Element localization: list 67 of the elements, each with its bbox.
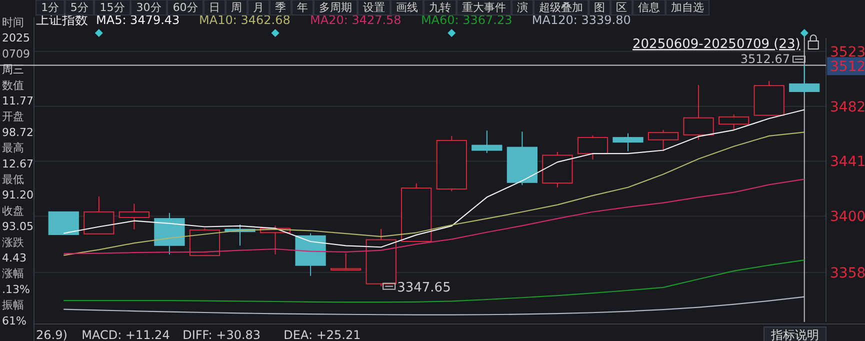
- text: 涨幅: [2, 267, 24, 280]
- text: 61%: [2, 314, 26, 328]
- text: 5分: [70, 1, 88, 14]
- text: 1分: [41, 1, 60, 14]
- text: MA20: 3427.58: [310, 13, 402, 27]
- text: 98.72: [2, 126, 34, 139]
- text: 0709: [2, 47, 30, 60]
- text: 15分: [100, 1, 125, 14]
- line-series: [63, 109, 805, 248]
- text: 26.9): [36, 328, 68, 341]
- text: 月: [253, 1, 264, 14]
- text: MACD: +11.24: [82, 328, 170, 341]
- text: 画线: [396, 1, 418, 14]
- text: 超级叠加: [539, 1, 584, 14]
- text: 93.05: [2, 220, 34, 234]
- line-series: [63, 178, 805, 254]
- text: 演: [517, 1, 528, 14]
- text: 91.20: [2, 188, 34, 202]
- text: 振幅: [2, 298, 24, 312]
- text: 加自选: [671, 1, 704, 14]
- text: 多周期: [319, 1, 352, 14]
- line-series: [63, 260, 805, 303]
- text: 60分: [172, 1, 198, 14]
- text: 数值: [2, 78, 24, 92]
- text: 4.43: [2, 252, 26, 264]
- text: MA60: 3367.23: [420, 13, 512, 27]
- text: 年: [297, 1, 308, 14]
- text: 开盘: [2, 110, 24, 124]
- text: 12.67: [2, 157, 34, 170]
- y-tick-label: 3358: [830, 265, 865, 282]
- text: 涨跌: [2, 236, 24, 249]
- text: MA5: 3479.43: [96, 13, 180, 27]
- y-tick-label: 3523: [830, 44, 865, 60]
- text: 11.77: [2, 94, 34, 108]
- text: 季: [275, 1, 286, 14]
- candlestick: [612, 132, 644, 152]
- text: 最低: [2, 173, 24, 186]
- text: 设置: [363, 1, 386, 14]
- text: MA120: 3339.80: [532, 13, 631, 27]
- text: 2025: [2, 32, 30, 45]
- text: DIFF: +30.83: [182, 328, 261, 341]
- annotation: 3347.65: [397, 280, 451, 296]
- text: MA10: 3462.68: [199, 13, 290, 27]
- text: 30分: [136, 1, 162, 14]
- text: 指标说明: [770, 328, 819, 341]
- text: 重大事件: [462, 1, 506, 14]
- text: 周: [231, 1, 242, 14]
- text: 周三: [2, 63, 24, 76]
- line-series: [63, 296, 805, 316]
- y-tick-label: 3441: [830, 154, 865, 170]
- text: 图: [594, 1, 606, 14]
- y-tick-label: 3482: [830, 99, 865, 116]
- text: 时间: [2, 16, 24, 29]
- line-series: [63, 132, 805, 256]
- candlestick: [118, 203, 150, 230]
- text: DEA: +25.21: [284, 328, 361, 341]
- text: 日: [209, 1, 220, 14]
- text: .13%: [2, 282, 30, 296]
- text: 收盘: [2, 204, 24, 218]
- ref-line-label: 3512.67: [740, 52, 790, 66]
- annotation: 20250609-20250709 (23): [632, 37, 800, 52]
- y-tick-label: 3512: [830, 59, 865, 76]
- text: 信息: [638, 1, 660, 14]
- text: 区: [616, 1, 628, 14]
- text: 最高: [2, 142, 24, 155]
- text: 九转: [429, 1, 452, 14]
- y-tick-label: 3400: [830, 209, 865, 226]
